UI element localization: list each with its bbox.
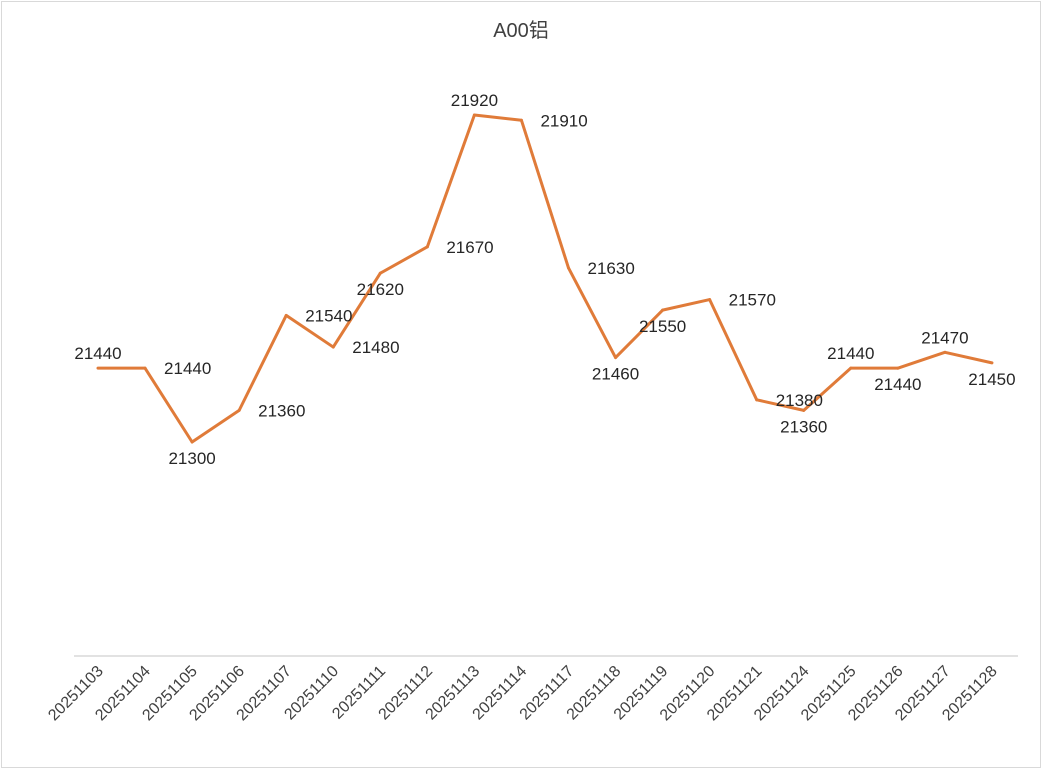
series-line-segment — [519, 118, 570, 270]
data-label: 21440 — [164, 359, 211, 378]
series-line-segment — [284, 313, 335, 349]
data-label: 21450 — [968, 370, 1015, 389]
series-line-segment — [378, 245, 429, 275]
series-line-segment — [755, 398, 806, 412]
data-label: 21910 — [540, 111, 587, 130]
data-label: 21460 — [592, 365, 639, 384]
series-line-segment — [190, 408, 241, 444]
data-label: 21380 — [776, 391, 823, 410]
series-line-segment — [237, 313, 288, 412]
series-line-segment — [143, 366, 194, 444]
data-label: 21360 — [780, 417, 827, 436]
series-line-segment — [943, 350, 994, 365]
chart-title: A00铝 — [493, 19, 549, 42]
data-label: 21440 — [874, 375, 921, 394]
data-label: 21480 — [352, 338, 399, 357]
data-label: 21620 — [357, 280, 404, 299]
data-label: 21550 — [639, 317, 686, 336]
series-line-segment — [331, 271, 382, 349]
data-label: 21630 — [588, 259, 635, 278]
data-label: 21670 — [446, 238, 493, 257]
series-line-segment — [802, 366, 853, 412]
series-line-segment — [567, 266, 618, 360]
data-label: 21300 — [168, 449, 215, 468]
series-line-segment — [708, 298, 759, 402]
series-line-segment — [896, 350, 947, 370]
series-line-segment — [614, 308, 665, 360]
data-label: 21920 — [451, 91, 498, 110]
series-line-segment — [472, 113, 523, 122]
data-label: 21570 — [729, 291, 776, 310]
data-label: 21440 — [827, 344, 874, 363]
data-label: 21440 — [74, 344, 121, 363]
series-line-segment — [425, 113, 476, 249]
series-line-segment — [661, 298, 712, 312]
data-label: 21360 — [258, 401, 305, 420]
data-label: 21470 — [921, 328, 968, 347]
data-label: 21540 — [305, 306, 352, 325]
